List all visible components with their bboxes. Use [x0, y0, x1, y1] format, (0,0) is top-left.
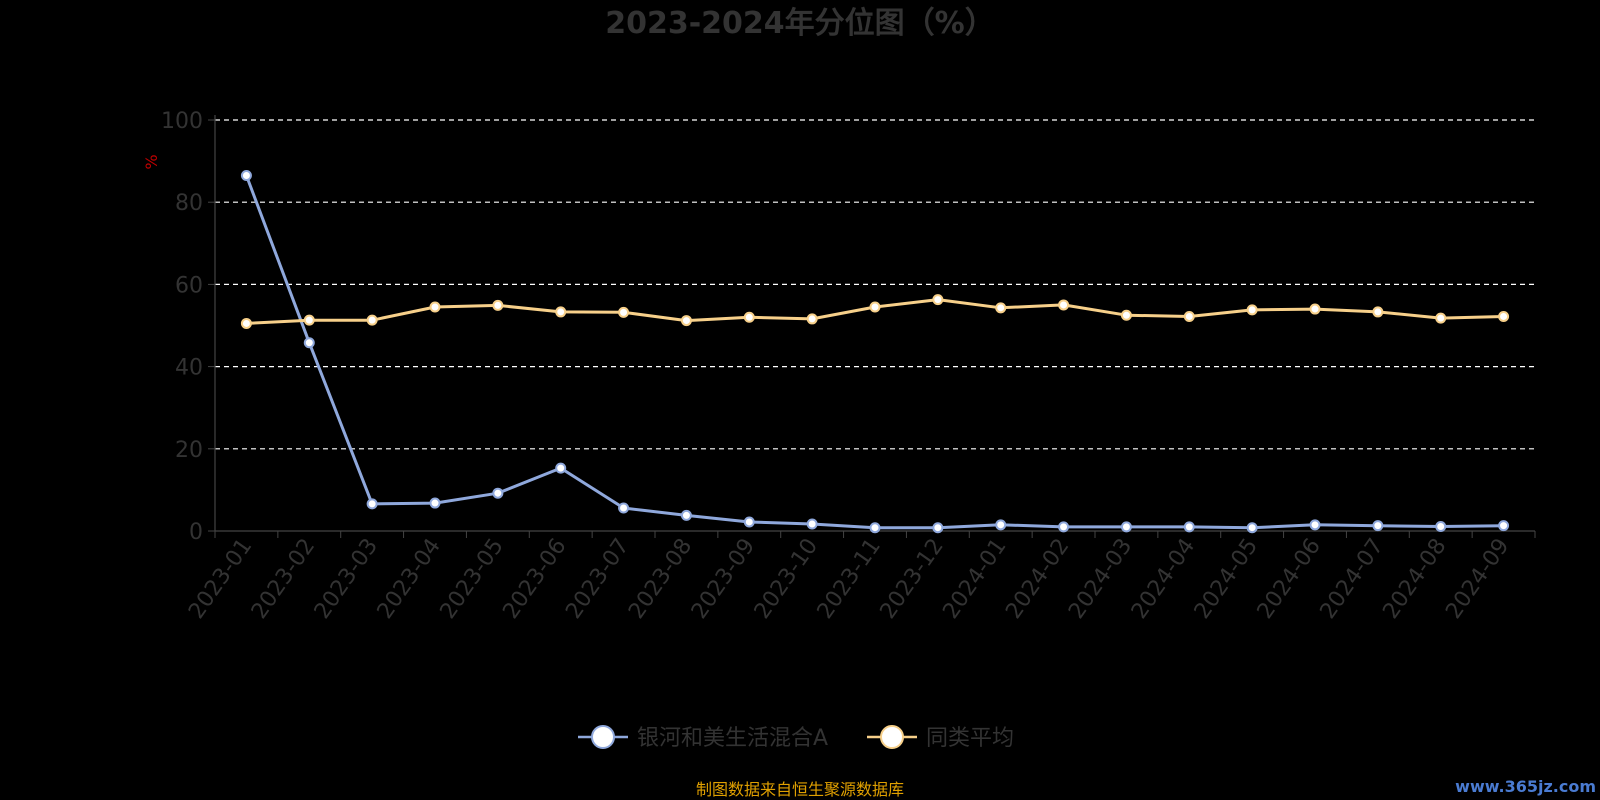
data-point-1-14 [1120, 309, 1132, 321]
legend-item-1[interactable]: 同类平均 [867, 725, 1014, 751]
x-tick-label-2023-12: 2023-12 [876, 534, 949, 624]
legend-marker-0 [591, 725, 615, 749]
x-tick-label-2024-08: 2024-08 [1378, 534, 1451, 624]
x-tick-label-2023-05: 2023-05 [436, 534, 509, 624]
x-tick-label-2023-04: 2023-04 [373, 534, 446, 624]
legend-label-1: 同类平均 [926, 726, 1014, 751]
grid-lines [215, 119, 1535, 450]
data-point-1-11 [932, 294, 944, 306]
data-point-0-20 [1498, 520, 1510, 532]
data-point-1-17 [1309, 303, 1321, 315]
data-point-1-8 [743, 311, 755, 323]
x-tick-label-2024-07: 2024-07 [1316, 534, 1389, 624]
data-point-0-15 [1183, 521, 1195, 533]
y-axis-label: % [142, 154, 161, 169]
x-tick-label-2024-09: 2024-09 [1441, 534, 1514, 624]
data-point-0-17 [1309, 519, 1321, 531]
source-note: 制图数据来自恒生聚源数据库 [696, 780, 904, 799]
x-tick-label-2023-06: 2023-06 [498, 534, 571, 624]
x-tick-label-2024-04: 2024-04 [1127, 534, 1200, 624]
series-0 [240, 169, 1510, 534]
data-point-0-0 [240, 169, 252, 181]
x-tick-label-2023-07: 2023-07 [561, 534, 634, 624]
x-tick-label-2023-10: 2023-10 [750, 534, 823, 624]
x-tick-label-2023-02: 2023-02 [247, 534, 320, 624]
data-point-1-6 [618, 306, 630, 318]
data-point-0-3 [429, 497, 441, 509]
series-1 [240, 294, 1510, 329]
data-point-1-19 [1435, 312, 1447, 324]
data-point-0-18 [1372, 520, 1384, 532]
data-point-1-16 [1246, 304, 1258, 316]
watermark: www.365jz.com [1455, 777, 1596, 796]
x-tick-labels: 2023-012023-022023-032023-042023-052023-… [184, 534, 1514, 624]
x-tick-label-2023-08: 2023-08 [624, 534, 697, 624]
data-point-1-1 [303, 314, 315, 326]
data-point-0-11 [932, 522, 944, 534]
data-point-1-20 [1498, 310, 1510, 322]
data-point-1-4 [492, 299, 504, 311]
x-tick-label-2023-01: 2023-01 [184, 534, 257, 624]
data-point-0-16 [1246, 522, 1258, 534]
data-point-0-8 [743, 516, 755, 528]
data-point-1-15 [1183, 310, 1195, 322]
data-point-0-5 [555, 462, 567, 474]
data-point-1-5 [555, 306, 567, 318]
legend-marker-1 [880, 725, 904, 749]
x-tick-label-2024-03: 2024-03 [1064, 534, 1137, 624]
data-point-0-14 [1120, 521, 1132, 533]
data-point-1-13 [1058, 299, 1070, 311]
x-tick-label-2023-09: 2023-09 [687, 534, 760, 624]
data-point-0-2 [366, 498, 378, 510]
data-point-1-0 [240, 317, 252, 329]
x-tick-label-2024-06: 2024-06 [1253, 534, 1326, 624]
data-point-0-19 [1435, 520, 1447, 532]
data-point-0-9 [806, 518, 818, 530]
x-tick-label-2023-11: 2023-11 [813, 534, 886, 624]
data-point-1-18 [1372, 306, 1384, 318]
x-tick-label-2024-02: 2024-02 [1001, 534, 1074, 624]
legend-label-0: 银河和美生活混合A [637, 726, 828, 751]
y-tick-label-80: 80 [175, 191, 203, 216]
y-tick-label-0: 0 [189, 520, 203, 545]
data-point-1-10 [869, 301, 881, 313]
data-point-1-12 [995, 302, 1007, 314]
y-tick-label-20: 20 [175, 438, 203, 463]
legend[interactable]: 银河和美生活混合A 同类平均 [578, 725, 1014, 751]
data-point-1-3 [429, 301, 441, 313]
data-point-1-9 [806, 313, 818, 325]
data-point-0-7 [680, 509, 692, 521]
chart-title: 2023-2024年分位图（%） [605, 6, 995, 41]
data-point-0-1 [303, 337, 315, 349]
x-tick-label-2024-05: 2024-05 [1190, 534, 1263, 624]
y-tick-label-60: 60 [175, 273, 203, 298]
series-group [240, 169, 1510, 534]
data-point-1-7 [680, 315, 692, 327]
y-tick-label-40: 40 [175, 356, 203, 381]
series-line-0 [244, 174, 1504, 530]
y-tick-label-100: 100 [161, 109, 203, 134]
axes [208, 115, 1536, 538]
data-point-0-12 [995, 519, 1007, 531]
x-tick-label-2023-03: 2023-03 [310, 534, 383, 624]
data-point-0-10 [869, 522, 881, 534]
legend-item-0[interactable]: 银河和美生活混合A [578, 725, 828, 751]
data-point-0-13 [1058, 521, 1070, 533]
data-point-0-6 [618, 502, 630, 514]
data-point-0-4 [492, 487, 504, 499]
data-point-1-2 [366, 314, 378, 326]
y-tick-labels: 0 20 40 60 80 100 [161, 109, 203, 545]
x-tick-label-2024-01: 2024-01 [938, 534, 1011, 624]
